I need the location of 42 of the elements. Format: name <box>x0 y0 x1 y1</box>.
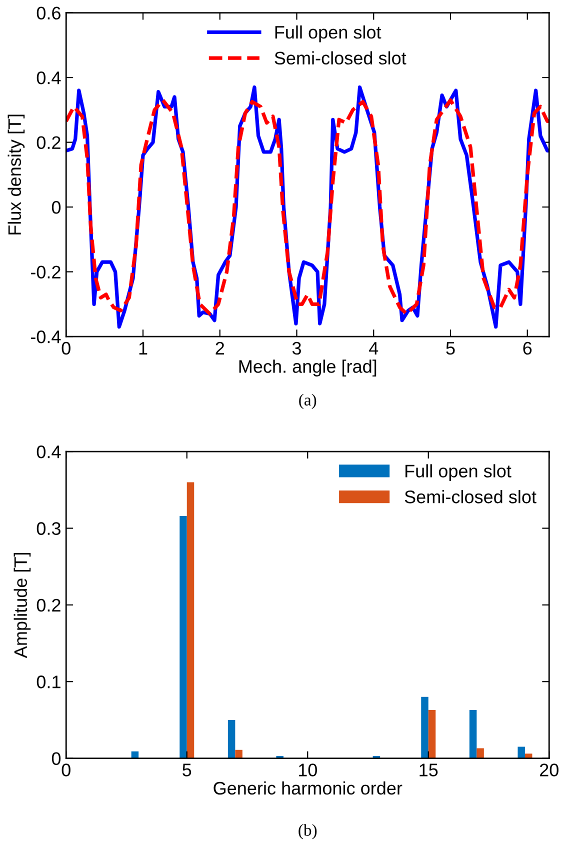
y-tick-label: 0.3 <box>36 522 60 535</box>
x-tick-label: 5 <box>446 342 455 355</box>
x-tick-label: 0 <box>62 342 70 355</box>
bar <box>186 482 194 758</box>
x-tick-label: 20 <box>540 764 558 776</box>
y-tick-label: 0.2 <box>36 598 60 612</box>
y-tick-label: 0.6 <box>36 6 60 20</box>
x-tick-label: 10 <box>298 764 317 776</box>
bar <box>518 746 525 758</box>
y-tick-label: 0.1 <box>36 676 60 688</box>
legend-label: Semi-closed slot <box>274 51 406 65</box>
x-tick-label: 2 <box>216 342 224 354</box>
y-tick-label: -0.2 <box>30 266 60 279</box>
y-tick-label: 0 <box>52 752 61 765</box>
legend-label: Full open slot <box>406 464 512 482</box>
x-axis-title: Generic harmonic order <box>214 781 402 795</box>
bar <box>235 750 242 758</box>
legend-label: Semi-closed slot <box>404 490 536 504</box>
y-tick-label: 0.2 <box>36 136 60 150</box>
x-tick-label: 1 <box>139 342 148 354</box>
x-tick-label: 15 <box>420 764 438 776</box>
y-tick-label: 0 <box>52 200 61 214</box>
bar <box>228 720 236 758</box>
x-tick-label: 5 <box>182 764 192 776</box>
bar <box>421 696 428 758</box>
x-axis-title: Mech. angle [rad] <box>239 360 376 376</box>
x-tick-label: 4 <box>369 342 378 354</box>
bar <box>180 516 187 758</box>
bar <box>428 710 436 758</box>
y-tick-label: 0.4 <box>36 71 61 84</box>
y-tick-label: 0.4 <box>36 445 61 458</box>
y-tick-label: -0.4 <box>30 330 61 344</box>
text: (a) <box>299 394 316 409</box>
y-axis-title: Amplitude [T] <box>14 553 31 658</box>
x-tick-label: 6 <box>523 342 532 355</box>
bar <box>476 748 484 758</box>
x-tick-label: 0 <box>62 764 70 776</box>
legend-label: Full open slot <box>275 25 382 42</box>
bar <box>469 710 477 758</box>
y-axis-title: Flux density [T] <box>8 114 25 234</box>
text: (b) <box>298 824 317 840</box>
x-tick-label: 3 <box>292 342 301 355</box>
